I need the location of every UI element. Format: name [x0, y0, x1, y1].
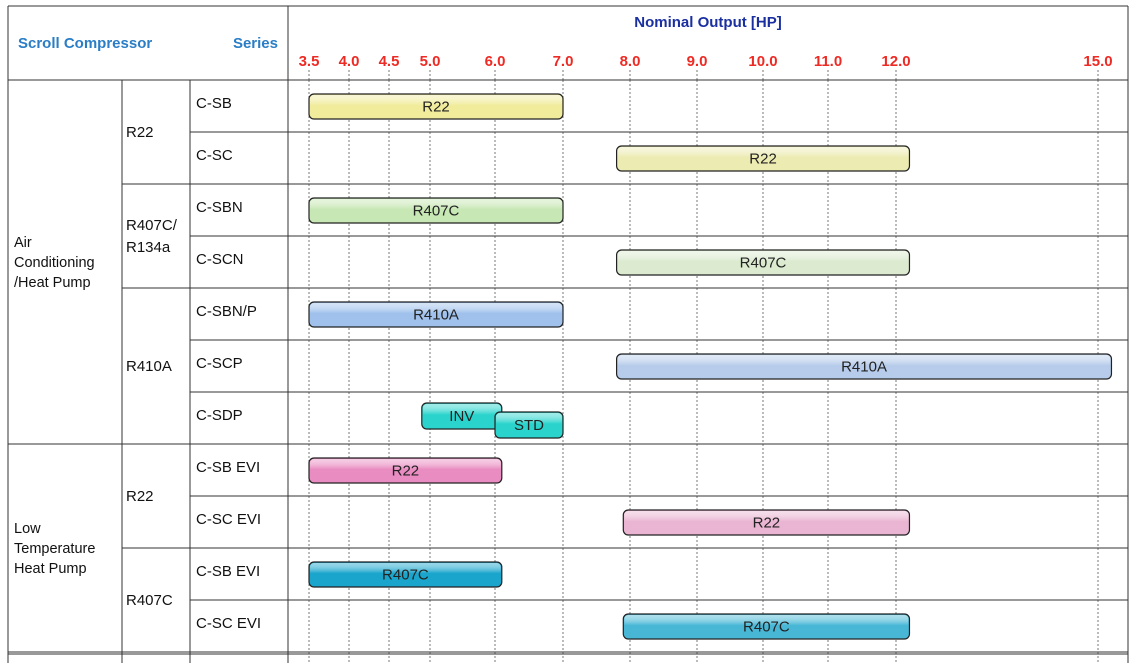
tick-label: 7.0 [553, 53, 574, 70]
series-label: C-SC EVI [196, 511, 261, 528]
tick-label: 6.0 [485, 53, 506, 70]
range-bar-label: R410A [413, 307, 459, 324]
range-bar-label: R22 [753, 515, 781, 532]
range-bar-gloss [310, 95, 562, 118]
range-bar-label: R22 [422, 99, 450, 116]
range-bar-gloss [310, 303, 562, 326]
series-label: C-SC EVI [196, 615, 261, 632]
refrigerant-label: R410A [126, 358, 172, 375]
range-bar-label: R22 [749, 151, 777, 168]
refrigerant-label: R22 [126, 124, 154, 141]
application-label: Low Temperature Heat Pump [14, 521, 95, 577]
range-bar: R410A [308, 301, 564, 328]
tick-label: 10.0 [748, 53, 777, 70]
tick-label: 12.0 [881, 53, 910, 70]
tick-label: 11.0 [814, 53, 842, 70]
series-label: C-SB EVI [196, 563, 260, 580]
tick-label: 4.0 [339, 53, 360, 70]
table-body: C-SB C-SC R22 C-SBN C-SCN R407C/R134a C-SBN/P C… [14, 95, 261, 632]
range-bar: R407C [615, 249, 911, 276]
range-bar: STD [494, 411, 564, 439]
tick-label: 9.0 [687, 53, 708, 70]
range-bar-gloss [624, 615, 909, 638]
refrigerant-label: R407C [126, 592, 173, 609]
range-bar-gloss [617, 251, 909, 274]
axis-tick-labels: 3.5 4.0 4.5 5.0 6.0 7.0 8.0 9.0 10.0 11.0 12.0 15.0 [299, 53, 1113, 70]
series-label: C-SCN [196, 251, 244, 268]
refrigerant-label: R407C/R134a [126, 217, 178, 256]
range-bar: R407C [622, 613, 911, 640]
table-lines [7, 5, 1129, 663]
range-bar: R407C [308, 197, 564, 224]
range-bar-gloss [496, 413, 562, 437]
series-label: C-SBN/P [196, 303, 257, 320]
series-label: C-SB EVI [196, 459, 260, 476]
range-bar: INV [421, 402, 503, 430]
range-bar: R410A [615, 353, 1113, 380]
range-bar-label: R407C [740, 255, 787, 272]
range-bar-label: R22 [392, 463, 420, 480]
range-bar-label: R407C [382, 567, 429, 584]
range-bar-label: R407C [743, 619, 790, 636]
tick-label: 4.5 [379, 53, 400, 70]
range-bar-gloss [617, 147, 909, 170]
series-label: C-SC [196, 147, 233, 164]
range-bar-gloss [617, 355, 1111, 378]
series-label: C-SB [196, 95, 232, 112]
tick-label: 5.0 [420, 53, 441, 70]
table-header: Scroll Compressor Series Nominal Output … [18, 14, 782, 52]
tick-label: 3.5 [299, 53, 320, 70]
range-bar-label: R407C [413, 203, 460, 220]
application-label: Air Conditioning/Heat Pump [14, 235, 95, 291]
header-compressor-label: Scroll Compressor [18, 35, 152, 52]
range-bar-gloss [310, 563, 501, 586]
range-bar: R22 [308, 93, 564, 120]
axis-title: Nominal Output [HP] [634, 14, 781, 31]
range-bar-gloss [624, 511, 909, 534]
series-label: C-SCP [196, 355, 243, 372]
refrigerant-label: R22 [126, 488, 154, 505]
range-bar-gloss [310, 199, 562, 222]
range-bar-label: R410A [841, 359, 887, 376]
range-bar: R407C [308, 561, 503, 588]
range-bar: R22 [615, 145, 911, 172]
tick-label: 15.0 [1083, 53, 1112, 70]
range-bar-gloss [310, 459, 501, 482]
range-bars: R22 R22 R407C R407C R410A R410A INV STD R22 R22 R4… [308, 93, 1113, 640]
range-bar: R22 [308, 457, 503, 484]
range-bar-label: STD [514, 417, 544, 434]
tick-label: 8.0 [620, 53, 641, 70]
range-bar-gloss [422, 404, 501, 428]
series-label: C-SBN [196, 199, 243, 216]
range-bar-label: INV [449, 408, 474, 425]
range-bar: R22 [622, 509, 911, 536]
header-series-label: Series [233, 35, 278, 52]
series-label: C-SDP [196, 407, 243, 424]
